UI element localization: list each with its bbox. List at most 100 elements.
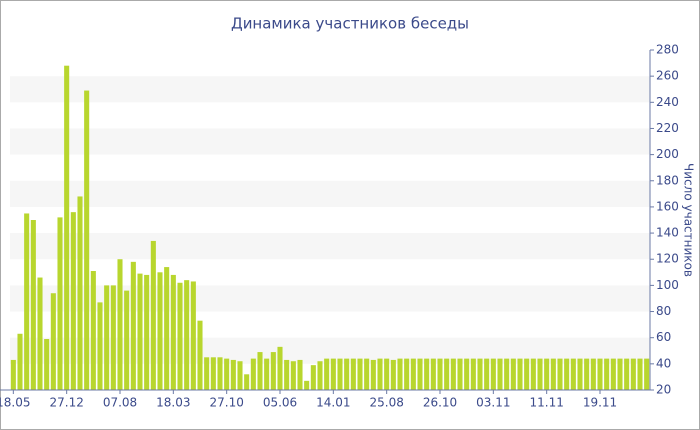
y-tick-label: 180 [656,173,679,187]
bar [537,358,543,390]
bar [644,358,650,390]
x-tick-label: 27.12 [49,396,83,410]
y-tick-label: 40 [656,356,671,370]
y-tick-label: 240 [656,95,679,109]
bar [604,358,610,390]
bar [464,358,470,390]
bar [124,290,130,390]
bar [404,358,410,390]
bar [330,358,336,390]
bar [637,358,643,390]
bar [257,352,263,390]
y-tick-label: 200 [656,147,679,161]
x-tick-label: 03.11 [476,396,510,410]
y-tick-label: 160 [656,199,679,213]
bar [230,359,236,390]
bar [337,358,343,390]
bar [44,339,50,390]
bar [270,352,276,390]
bar [217,357,223,390]
bar [157,272,163,390]
grid-band [10,337,650,364]
y-tick-label: 260 [656,69,679,83]
bar [50,293,56,390]
bar [277,346,283,390]
bar [197,320,203,390]
bar [204,357,210,390]
bar [144,274,150,390]
bar [37,277,43,390]
bar [264,358,270,390]
bar [110,285,116,390]
y-tick-label: 220 [656,121,679,135]
bar [184,280,190,390]
x-tick-label: 19.11 [583,396,617,410]
x-tick-label: 26.10 [423,396,457,410]
bar [504,358,510,390]
bar [510,358,516,390]
bar [57,217,63,390]
bar [610,358,616,390]
x-tick-label: 18.05 [0,396,31,410]
bar [577,358,583,390]
bar [617,358,623,390]
bar [164,267,170,390]
bar [24,213,30,390]
bar [150,240,156,390]
bar [290,361,296,390]
grid-band [10,180,650,207]
bar [324,358,330,390]
bar [117,259,123,390]
bar [350,358,356,390]
bar [417,358,423,390]
bar [397,358,403,390]
bar [357,358,363,390]
bar [364,358,370,390]
bar [177,282,183,390]
bar [370,359,376,390]
bar [424,358,430,390]
bar [377,358,383,390]
bar [457,358,463,390]
bar [584,358,590,390]
bar [410,358,416,390]
bar [17,333,23,390]
bar [224,358,230,390]
bar [544,358,550,390]
y-tick-label: 100 [656,278,679,292]
bar [130,261,136,390]
bar [557,358,563,390]
bar [444,358,450,390]
bar [484,358,490,390]
x-tick-label: 25.08 [369,396,403,410]
bar [70,212,76,390]
bar [564,358,570,390]
bar [590,358,596,390]
bar [97,302,103,390]
x-tick-label: 07.08 [103,396,137,410]
bar [210,357,216,390]
x-tick-label: 05.06 [263,396,297,410]
bar [597,358,603,390]
bar [90,271,96,390]
y-tick-label: 20 [656,383,671,397]
chart-title: Динамика участников беседы [231,15,469,33]
bar [430,358,436,390]
bar [477,358,483,390]
bar [250,358,256,390]
bar [77,196,83,390]
x-tick-label: 14.01 [316,396,350,410]
bar [490,358,496,390]
bar [470,358,476,390]
bar [624,358,630,390]
bar [630,358,636,390]
bar [524,358,530,390]
y-tick-label: 140 [656,226,679,240]
bar [310,365,316,390]
y-tick-label: 80 [656,304,671,318]
y-tick-label: 60 [656,330,671,344]
bar [10,359,16,390]
bar [244,374,250,390]
bar [170,274,176,390]
